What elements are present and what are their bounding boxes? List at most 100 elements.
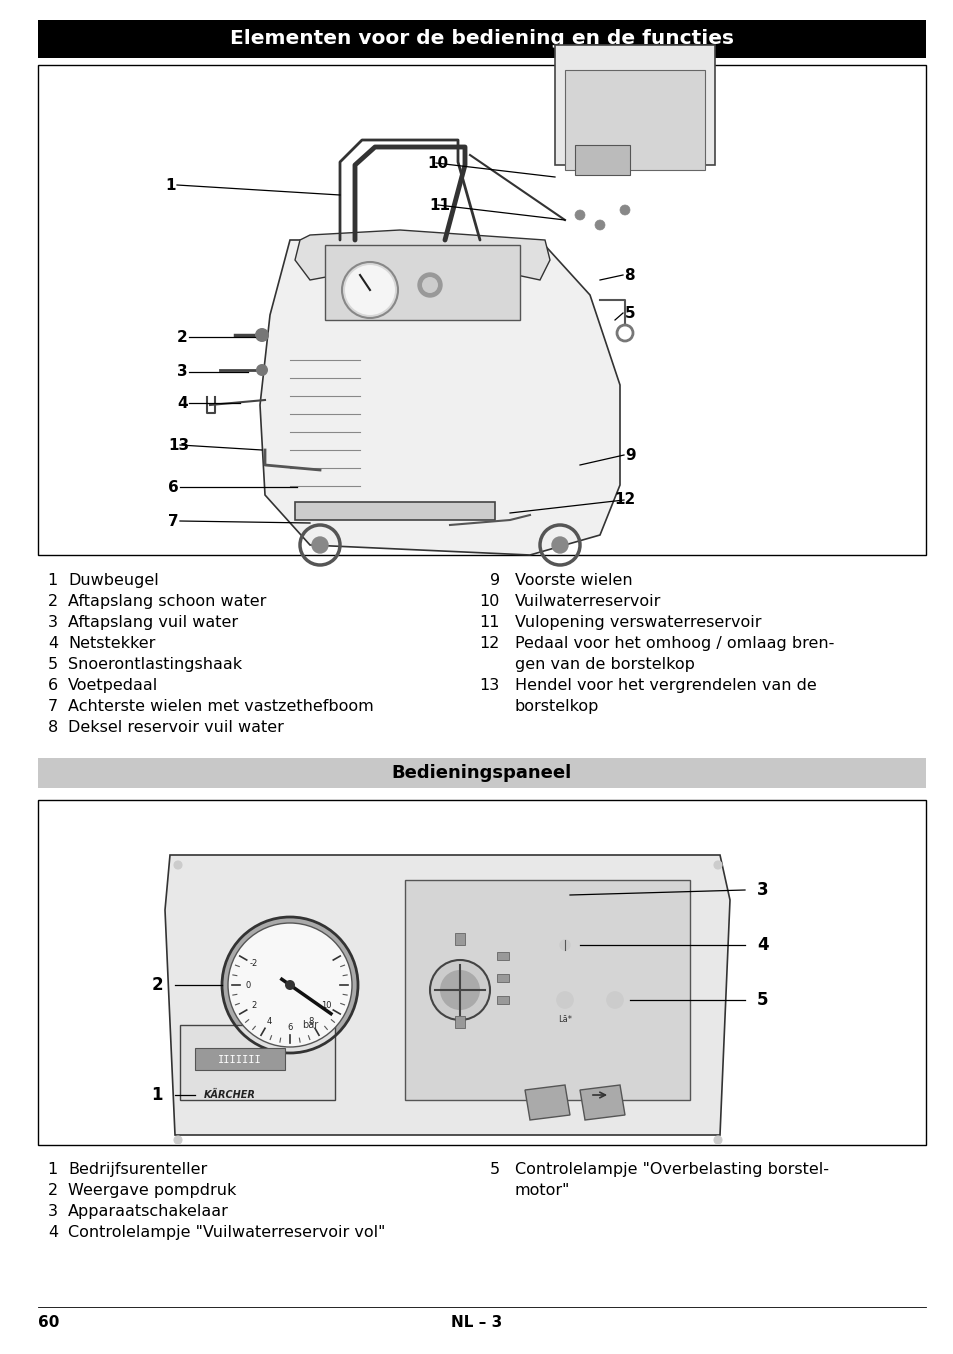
Circle shape	[575, 210, 584, 219]
Circle shape	[222, 917, 357, 1053]
Text: Deksel reservoir vuil water: Deksel reservoir vuil water	[68, 720, 284, 735]
Text: 12: 12	[614, 493, 636, 508]
Text: borstelkop: borstelkop	[515, 699, 598, 714]
Text: Aftapslang vuil water: Aftapslang vuil water	[68, 615, 238, 630]
Text: Netstekker: Netstekker	[68, 636, 155, 651]
Text: IIIIIII: IIIIIII	[218, 1055, 262, 1066]
Text: NL – 3: NL – 3	[451, 1315, 502, 1330]
Text: 3: 3	[757, 881, 768, 899]
Bar	[405, 880, 689, 1099]
Text: 6: 6	[48, 678, 58, 693]
Polygon shape	[524, 1085, 569, 1120]
Text: Hendel voor het vergrendelen van de: Hendel voor het vergrendelen van de	[515, 678, 816, 693]
Text: 9: 9	[625, 448, 636, 463]
Text: 2: 2	[152, 976, 163, 994]
Text: 1: 1	[165, 177, 175, 192]
Circle shape	[439, 969, 479, 1010]
Text: 5: 5	[757, 991, 768, 1009]
Text: Bedrijfsurenteller: Bedrijfsurenteller	[68, 1162, 207, 1177]
Text: 10: 10	[426, 156, 448, 171]
Circle shape	[557, 992, 573, 1007]
Text: 8: 8	[48, 720, 58, 735]
Bar	[180, 1025, 335, 1099]
Text: 7: 7	[168, 513, 178, 528]
Text: 60: 60	[38, 1315, 59, 1330]
Text: Weergave pompdruk: Weergave pompdruk	[68, 1183, 236, 1198]
Text: 2: 2	[177, 329, 188, 344]
Text: 9: 9	[489, 573, 499, 588]
Text: Vuilwaterreservoir: Vuilwaterreservoir	[515, 594, 660, 609]
Text: 11: 11	[479, 615, 499, 630]
Text: 10: 10	[321, 1002, 332, 1010]
Circle shape	[559, 940, 569, 951]
Text: 13: 13	[168, 437, 189, 452]
Text: Lā*: Lā*	[558, 1016, 572, 1025]
Text: Pedaal voor het omhoog / omlaag bren-: Pedaal voor het omhoog / omlaag bren-	[515, 636, 834, 651]
Text: KÄRCHER: KÄRCHER	[204, 1090, 255, 1099]
Text: Voetpedaal: Voetpedaal	[68, 678, 158, 693]
Text: -2: -2	[250, 960, 257, 968]
Text: Bedieningspaneel: Bedieningspaneel	[392, 764, 572, 783]
Circle shape	[421, 278, 437, 292]
Text: 1: 1	[48, 573, 58, 588]
Bar	[455, 933, 464, 945]
Text: 8: 8	[308, 1017, 314, 1026]
Text: 3: 3	[48, 615, 58, 630]
Text: 7: 7	[48, 699, 58, 714]
Text: 5: 5	[48, 657, 58, 672]
Circle shape	[254, 328, 269, 343]
Circle shape	[606, 992, 622, 1007]
Bar	[497, 952, 509, 960]
Text: 3: 3	[177, 364, 188, 379]
Text: 4: 4	[757, 936, 768, 955]
Text: 13: 13	[479, 678, 499, 693]
Text: 2: 2	[251, 1002, 256, 1010]
Circle shape	[552, 538, 567, 552]
Circle shape	[173, 861, 182, 869]
Bar	[555, 45, 714, 165]
Bar	[194, 1048, 285, 1070]
Text: Elementen voor de bediening en de functies: Elementen voor de bediening en de functi…	[230, 30, 733, 49]
Text: 5: 5	[623, 306, 635, 321]
Text: 2: 2	[48, 594, 58, 609]
Text: Controlelampje "Vuilwaterreservoir vol": Controlelampje "Vuilwaterreservoir vol"	[68, 1225, 385, 1240]
Text: 6: 6	[168, 479, 178, 494]
Bar	[38, 800, 925, 1145]
Bar	[294, 502, 495, 520]
Polygon shape	[165, 854, 729, 1135]
Text: 3: 3	[48, 1204, 58, 1219]
Text: Voorste wielen: Voorste wielen	[515, 573, 632, 588]
Bar	[497, 974, 509, 982]
Text: 11: 11	[429, 198, 450, 213]
Text: 4: 4	[266, 1017, 272, 1026]
Circle shape	[595, 219, 604, 230]
Circle shape	[417, 274, 441, 297]
Polygon shape	[260, 240, 619, 555]
Bar	[38, 20, 925, 58]
Text: 8: 8	[623, 268, 635, 283]
Text: Duwbeugel: Duwbeugel	[68, 573, 158, 588]
Text: 6: 6	[287, 1022, 293, 1032]
Text: 4: 4	[48, 1225, 58, 1240]
Text: bar: bar	[301, 1020, 317, 1030]
Circle shape	[228, 923, 352, 1047]
Polygon shape	[579, 1085, 624, 1120]
Text: 4: 4	[48, 636, 58, 651]
Bar	[325, 245, 519, 320]
Text: 1: 1	[152, 1086, 163, 1104]
Text: gen van de borstelkop: gen van de borstelkop	[515, 657, 694, 672]
Bar	[497, 997, 509, 1005]
Text: 12: 12	[479, 636, 499, 651]
Circle shape	[713, 1136, 721, 1144]
Text: Controlelampje "Overbelasting borstel-: Controlelampje "Overbelasting borstel-	[515, 1162, 828, 1177]
Text: 5: 5	[489, 1162, 499, 1177]
Text: 0: 0	[245, 980, 251, 990]
Text: 1: 1	[48, 1162, 58, 1177]
Text: motor": motor"	[515, 1183, 570, 1198]
Text: Snoerontlastingshaak: Snoerontlastingshaak	[68, 657, 242, 672]
Text: Achterste wielen met vastzethefboom: Achterste wielen met vastzethefboom	[68, 699, 374, 714]
Bar	[38, 65, 925, 555]
Bar	[38, 758, 925, 788]
Circle shape	[285, 980, 294, 990]
Polygon shape	[294, 230, 550, 280]
